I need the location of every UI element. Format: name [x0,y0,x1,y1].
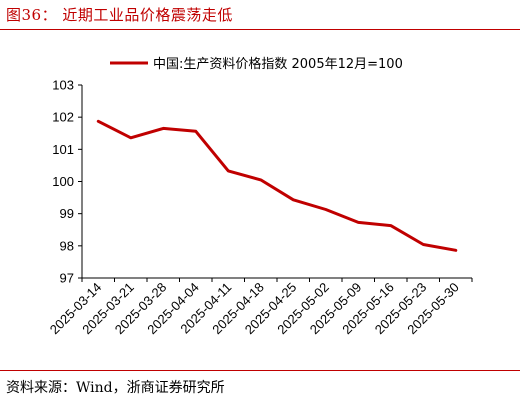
legend-label: 中国:生产资料价格指数 2005年12月=100 [153,56,403,72]
plot-area [96,119,458,252]
series-line [96,119,458,252]
title-rule [0,29,520,30]
source-rule [0,370,520,371]
y-tick-label: 100 [52,174,74,189]
figure-title: 图36： 近期工业品价格震荡走低 [6,6,233,24]
y-tick-label: 97 [60,271,74,286]
y-tick-label: 101 [52,142,74,157]
legend: 中国:生产资料价格指数 2005年12月=100 [110,56,403,72]
axes: 9798991001011021032025-03-142025-03-2120… [47,78,473,337]
y-tick-label: 102 [52,110,74,125]
source-note: 资料来源：Wind，浙商证券研究所 [6,380,225,396]
y-tick-label: 98 [60,238,74,253]
y-tick-label: 99 [60,206,74,221]
y-tick-label: 103 [52,78,74,93]
